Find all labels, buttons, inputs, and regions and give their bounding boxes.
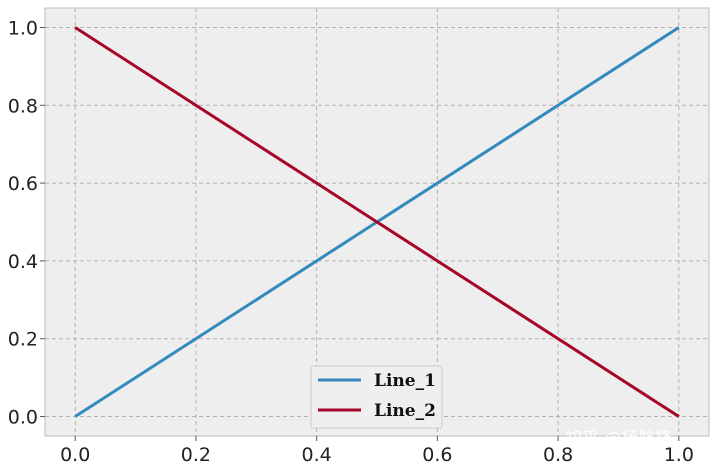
x-tick-label-1: 0.2 [181,444,211,466]
y-tick-label-0: 0.0 [8,407,38,429]
y-tick-label-3: 0.6 [8,173,38,195]
y-tick-labels: 0.0 0.2 0.4 0.6 0.8 1.0 [8,17,38,428]
y-tick-label-1: 0.2 [8,329,38,351]
x-tick-label-0: 0.0 [60,444,90,466]
watermark: 知乎 @杨航锋 [565,429,672,449]
legend: Line_1 Line_2 [311,366,442,428]
y-tick-label-2: 0.4 [8,251,38,273]
x-tick-label-2: 0.4 [302,444,332,466]
legend-label-1: Line_1 [374,371,436,391]
x-tick-label-3: 0.6 [422,444,452,466]
legend-label-2: Line_2 [374,401,436,421]
y-tick-label-4: 0.8 [8,95,38,117]
y-tick-label-5: 1.0 [8,17,38,39]
